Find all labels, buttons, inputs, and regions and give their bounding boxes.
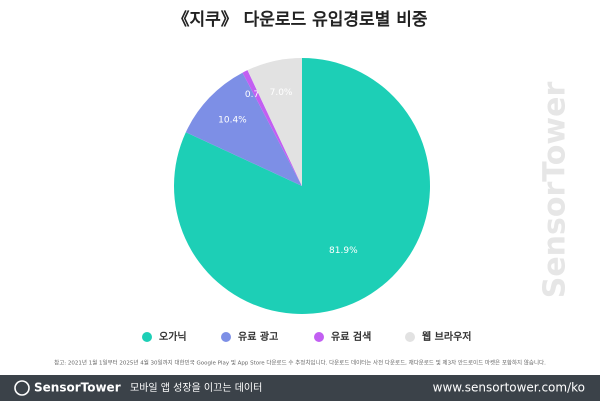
data-label: 0.7% bbox=[245, 90, 268, 100]
watermark: SensorTower bbox=[538, 82, 573, 299]
data-label: 81.9% bbox=[329, 246, 358, 256]
footnote: 참고: 2021년 1월 1일부터 2025년 4월 30일까지 대한민국 Go… bbox=[54, 359, 546, 367]
data-label: 7.0% bbox=[270, 88, 293, 98]
footer-url: www.sensortower.com/ko bbox=[433, 381, 585, 395]
chart-title: 《지쿠》 다운로드 유입경로별 비중 bbox=[172, 9, 427, 30]
legend-label: 웹 브라우저 bbox=[422, 330, 471, 343]
legend: 오가닉 유료 광고 유료 검색 웹 브라우저 bbox=[142, 330, 471, 343]
legend-swatch bbox=[221, 332, 231, 342]
footer-bar bbox=[0, 375, 600, 401]
legend-label: 오가닉 bbox=[159, 330, 187, 343]
legend-swatch bbox=[142, 332, 152, 342]
legend-swatch bbox=[405, 332, 415, 342]
legend-swatch bbox=[314, 332, 324, 342]
pie-slice bbox=[247, 58, 302, 186]
footer-tagline: 모바일 앱 성장을 이끄는 데이터 bbox=[130, 382, 262, 394]
legend-label: 유료 광고 bbox=[238, 331, 278, 343]
logo-icon bbox=[14, 380, 30, 396]
pie-slice bbox=[242, 70, 302, 186]
legend-label: 유료 검색 bbox=[331, 330, 371, 343]
data-label: 10.4% bbox=[218, 115, 247, 125]
pie-slice bbox=[173, 58, 430, 315]
footer-brand: SensorTower bbox=[34, 381, 121, 395]
pie: 81.9% 10.4% 0.7% 7.0% bbox=[173, 58, 430, 315]
pie-slice bbox=[185, 72, 302, 186]
